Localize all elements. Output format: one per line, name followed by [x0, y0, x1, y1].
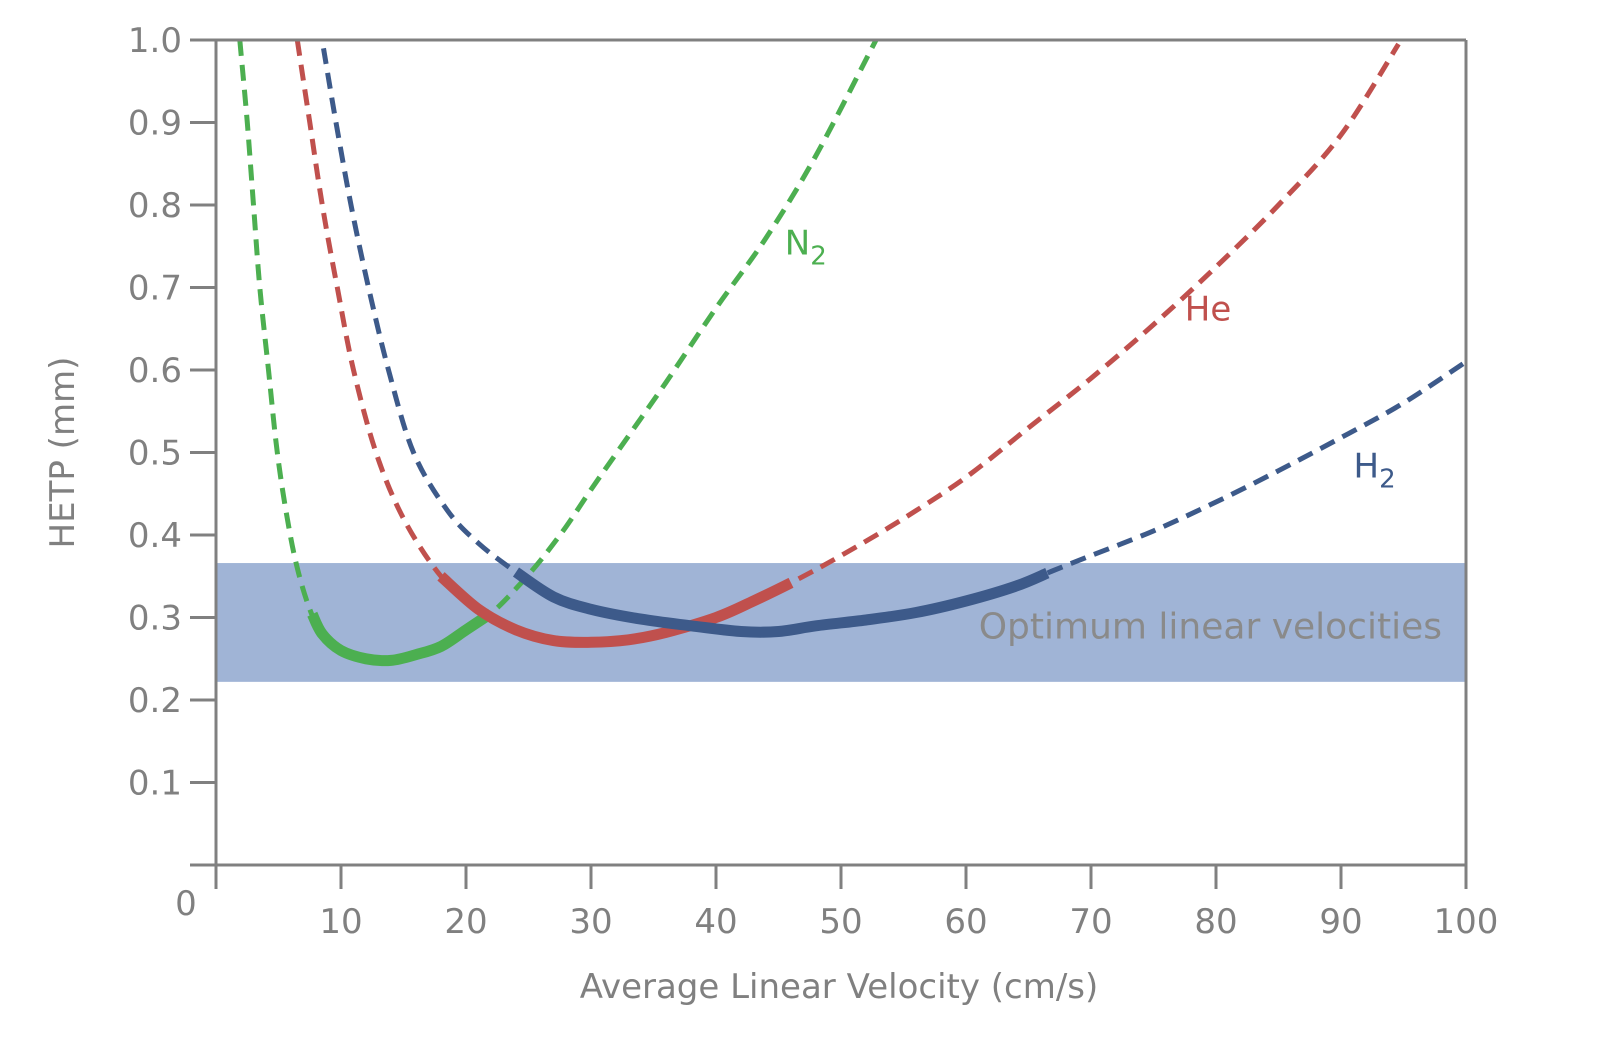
y-tick-label: 0.2 [128, 681, 182, 721]
x-tick-label: 60 [944, 902, 987, 942]
y-tick-label: 0.7 [128, 269, 182, 309]
x-tick-label: 50 [819, 902, 862, 942]
series-he-optimum-segment [437, 572, 794, 648]
origin-label: 0 [175, 884, 197, 924]
x-tick-label: 70 [1069, 902, 1112, 942]
y-tick-label: 1.0 [128, 21, 182, 61]
y-axis-title: HETP (mm) [43, 357, 83, 549]
y-tick-label: 0.6 [128, 351, 182, 391]
y-tick-label: 0.9 [128, 104, 182, 144]
y-tick-label: 0.8 [128, 186, 182, 226]
x-tick-label: 80 [1194, 902, 1237, 942]
series-label-subscript: 2 [810, 242, 827, 272]
x-tick-label: 20 [444, 902, 487, 942]
series-he-label: He [1185, 290, 1231, 330]
x-axis-title: Average Linear Velocity (cm/s) [580, 967, 1099, 1007]
y-tick-label: 0.5 [128, 434, 182, 474]
optimum-band-label: Optimum linear velocities [979, 606, 1442, 647]
y-tick-label: 0.3 [128, 599, 182, 639]
series-h2-label: H2 [1354, 446, 1396, 494]
y-tick-label: 0.4 [128, 516, 182, 556]
series-h2-optimum-segment [512, 567, 1050, 638]
y-tick-label: 0.1 [128, 764, 182, 804]
ticks: 10 20 30 40 50 60 70 80 90 1000.10.20.30.40.50.60… [128, 21, 1499, 942]
series-he-dashed-line [294, 39, 1401, 645]
series-layer [237, 38, 1468, 667]
series-n2-label: N2 [785, 224, 827, 272]
series-label-main: H [1354, 446, 1380, 486]
x-tick-label: 30 [569, 902, 612, 942]
series-label-main: He [1185, 290, 1231, 330]
series-label-subscript: 2 [1379, 464, 1396, 494]
x-tick-label: 90 [1319, 902, 1362, 942]
series-label-main: N [785, 224, 810, 264]
x-tick-label: 40 [694, 902, 737, 942]
x-tick-label: 100 [1434, 902, 1499, 942]
x-tick-label: 10 [319, 902, 362, 942]
axes [190, 38, 1468, 867]
series-h2-dashed-line [321, 47, 1468, 635]
series-n2-optimum-segment [307, 608, 494, 667]
